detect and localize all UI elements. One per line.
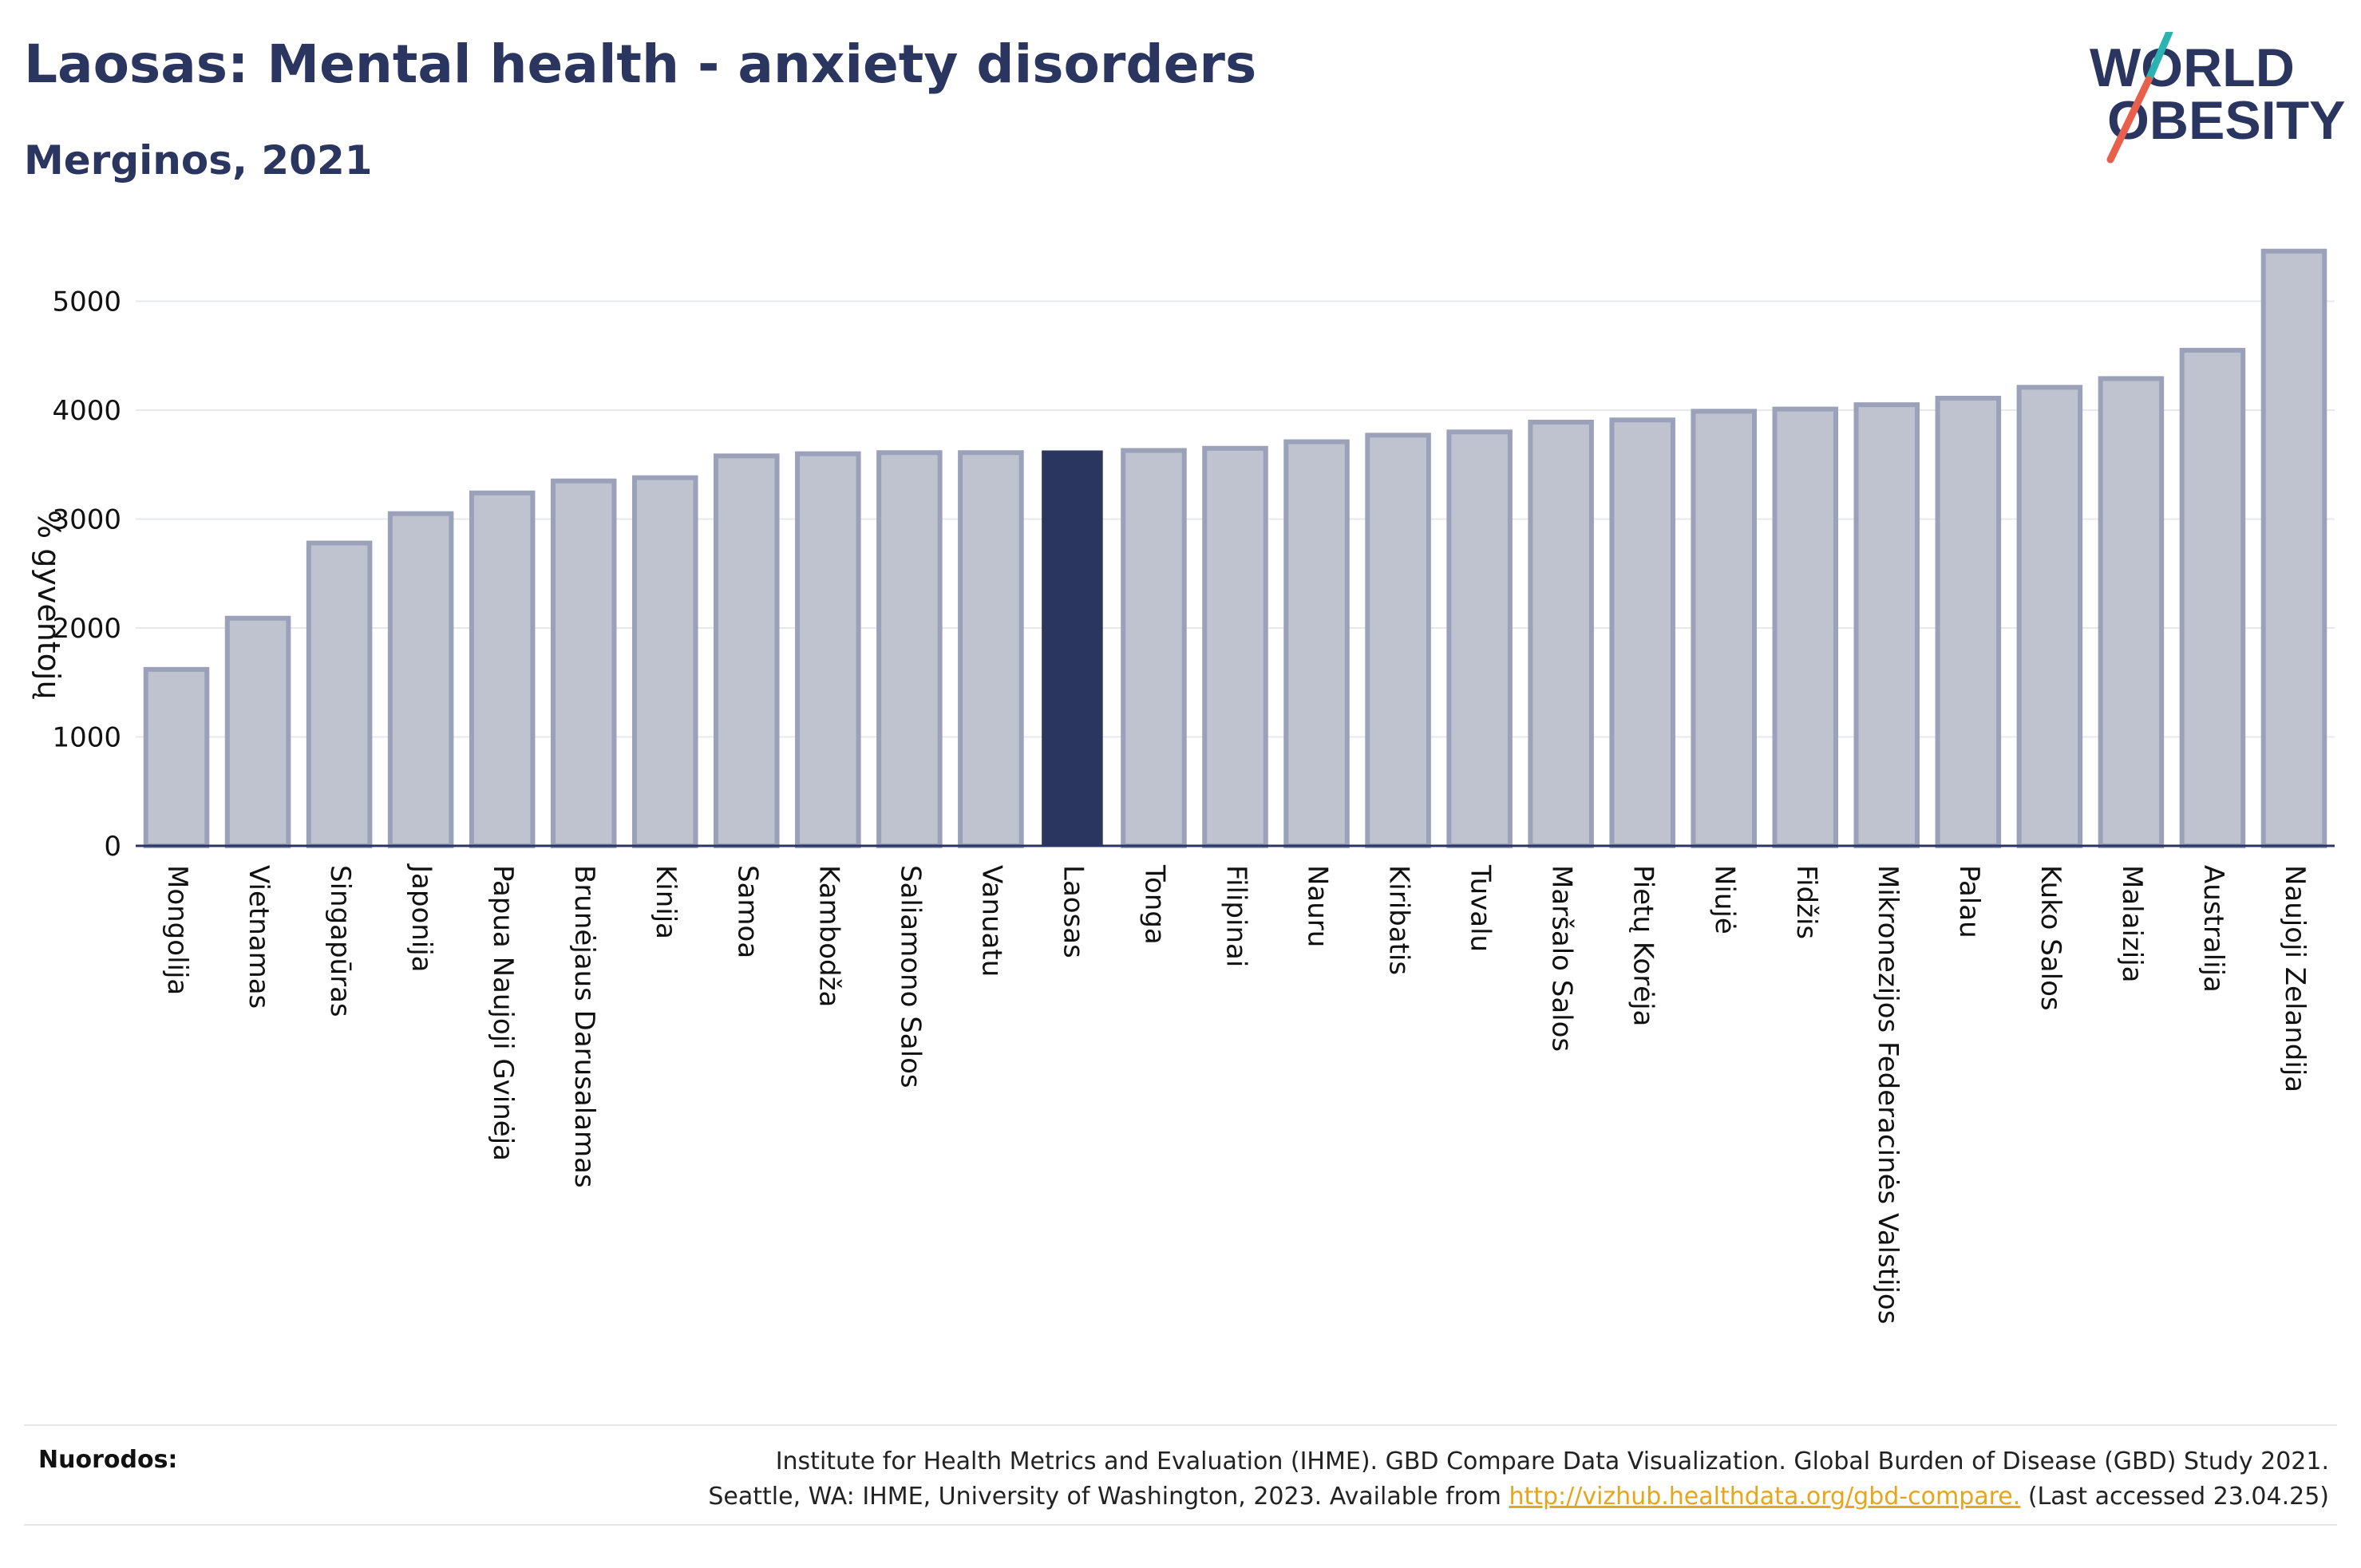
separator-top: [24, 1424, 2337, 1426]
bar-14: [1202, 445, 1268, 849]
x-tick-label: Laosas: [1057, 865, 1089, 958]
bar-1: [143, 666, 210, 848]
y-tick-label: 4000: [52, 395, 121, 427]
references-line-1: Institute for Health Metrics and Evaluat…: [775, 1448, 2329, 1475]
bar-23: [1935, 395, 2002, 848]
logo-slash-bottom: [2106, 76, 2153, 164]
references-line-2-text: Seattle, WA: IHME, University of Washing…: [708, 1483, 1509, 1511]
y-axis-label: % gyventojų: [31, 510, 66, 700]
y-tick-label: 0: [104, 831, 121, 863]
y-tick-label: 5000: [52, 286, 121, 318]
x-tick-label: Vietnamas: [243, 865, 275, 1009]
bar-12: [1042, 450, 1103, 846]
bar-8: [714, 453, 780, 849]
references-label: Nuorodos:: [38, 1446, 178, 1474]
x-tick-label: Kuko Salos: [2035, 865, 2066, 1011]
bar-3: [306, 540, 373, 849]
bar-chart: 0 1000 2000 3000 4000 5000 Mongolija Vietnamas S…: [31, 248, 2335, 1325]
x-tick-label: Mongolija: [161, 865, 193, 995]
bar-10: [876, 450, 943, 848]
x-tick-label: Tonga: [1138, 864, 1170, 945]
bar-16: [1365, 432, 1431, 848]
x-tick-label: Kiribatis: [1383, 865, 1415, 975]
x-tick-label: Brunėjaus Darusalamas: [568, 865, 600, 1188]
x-tick-label: Naujoji Zelandija: [2279, 865, 2311, 1092]
bar-22: [1853, 402, 1920, 848]
x-tick-label: Singapūras: [324, 865, 356, 1017]
x-tick-label: Samoa: [731, 865, 763, 958]
bar-26: [2179, 347, 2246, 848]
logo-slash-top: [2145, 32, 2173, 84]
bar-15: [1283, 439, 1350, 849]
y-tick-label: 3000: [52, 504, 121, 536]
x-tick-label: Malaizija: [2116, 865, 2148, 982]
bar-20: [1691, 409, 1757, 848]
references-link[interactable]: http://vizhub.healthdata.org/gbd-compare…: [1509, 1483, 2021, 1511]
bar-24: [2016, 385, 2083, 848]
bar-7: [631, 475, 698, 848]
bar-11: [958, 450, 1024, 848]
labels: 0 1000 2000 3000 4000 5000 Mongolija Vietnamas S…: [31, 286, 2311, 1325]
logo-line-obesity: OBESITY: [2107, 90, 2346, 151]
y-tick-label: 2000: [52, 613, 121, 645]
separator-bottom: [24, 1524, 2337, 1526]
references-line-2-suffix: (Last accessed 23.04.25): [2020, 1483, 2329, 1511]
chart-title: Laosas: Mental health - anxiety disorder…: [24, 34, 1257, 95]
bar-6: [550, 478, 617, 848]
bars: [143, 248, 2327, 849]
x-tick-label: Filipinai: [1220, 865, 1252, 967]
x-tick-label: Fidžis: [1790, 865, 1822, 939]
x-tick-label: Vanuatu: [975, 865, 1007, 977]
x-tick-label: Pietų Korėja: [1627, 865, 1659, 1026]
x-tick-label: Nauru: [1302, 865, 1334, 947]
bar-27: [2260, 248, 2327, 848]
chart-subtitle: Merginos, 2021: [24, 137, 373, 184]
bar-9: [795, 451, 861, 848]
bar-5: [469, 490, 536, 848]
references-line-2: Seattle, WA: IHME, University of Washing…: [493, 1479, 2329, 1515]
x-tick-label: Kinija: [650, 865, 682, 939]
bar-2: [224, 615, 291, 849]
bar-25: [2098, 376, 2165, 849]
bar-17: [1446, 429, 1513, 848]
references-text: Institute for Health Metrics and Evaluat…: [493, 1444, 2329, 1515]
x-tick-label: Tuvalu: [1465, 864, 1497, 952]
x-tick-label: Maršalo Salos: [1546, 865, 1578, 1052]
bar-19: [1609, 417, 1675, 848]
y-tick-label: 1000: [52, 722, 121, 754]
bar-18: [1528, 420, 1594, 848]
x-tick-label: Niujė: [1709, 865, 1741, 934]
bar-13: [1121, 448, 1187, 848]
world-obesity-logo: WORLD OBESITY: [2090, 32, 2346, 164]
x-tick-label: Saliamono Salos: [894, 865, 926, 1088]
x-tick-label: Papua Naujoji Gvinėja: [487, 865, 519, 1161]
bar-4: [387, 511, 454, 848]
x-tick-label: Japonija: [405, 863, 437, 973]
x-tick-label: Kambodža: [813, 865, 844, 1007]
x-tick-label: Australija: [2197, 865, 2229, 993]
x-tick-label: Palau: [1953, 865, 1985, 938]
x-tick-label: Mikronezijos Federacinės Valstijos: [1872, 865, 1904, 1324]
logo-line-world: WORLD: [2090, 38, 2295, 98]
bar-21: [1772, 406, 1839, 848]
